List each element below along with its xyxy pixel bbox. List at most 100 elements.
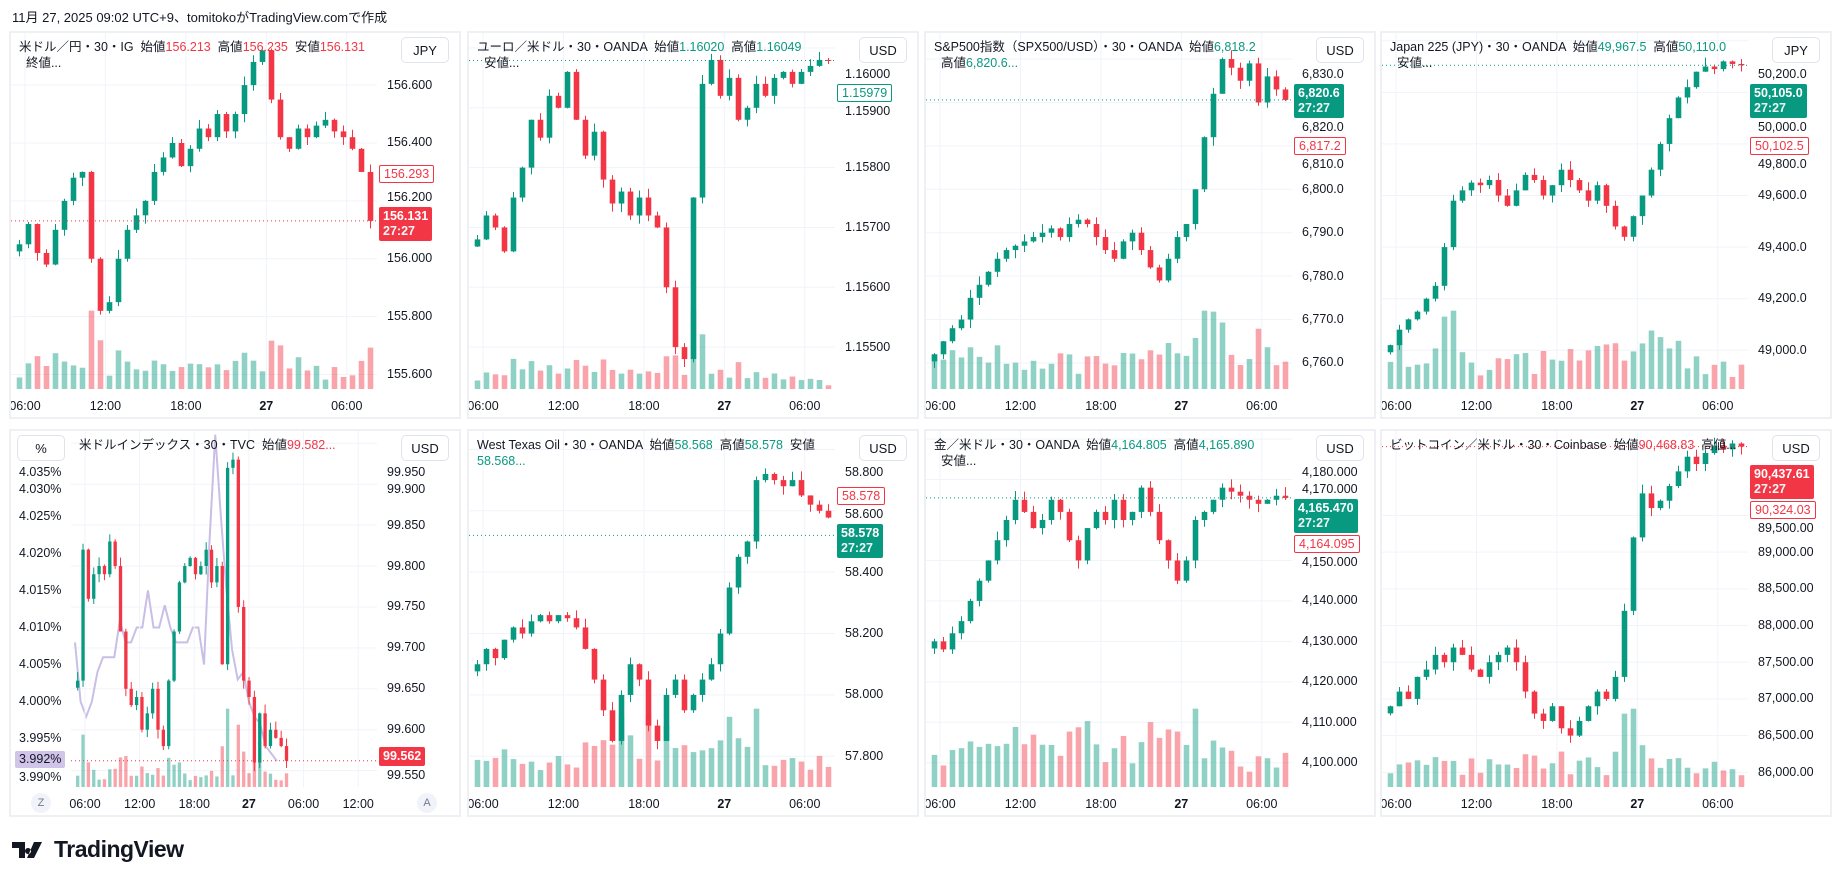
symbol-legend[interactable]: S&P500指数（SPX500/USD）・30・OANDA 始値 6,818.2 … (934, 39, 1284, 71)
legend-segment: 156.131 (319, 40, 366, 54)
symbol-legend[interactable]: 金／米ドル・30・OANDA 始値 4,164.805 高値 4,165.890 安… (934, 437, 1284, 469)
auto-scale-left-button[interactable]: Z (31, 793, 51, 813)
volume-bar (187, 363, 194, 389)
volume-bar (1192, 708, 1199, 787)
volume-bar (61, 361, 68, 389)
volume-bar (771, 765, 778, 787)
price-chart[interactable] (926, 431, 1374, 815)
symbol-legend[interactable]: 米ドルインデックス・30・TVC 始値 99.582... (79, 437, 336, 453)
price-chart[interactable] (469, 33, 917, 417)
candle (537, 113, 544, 141)
candle (681, 674, 688, 713)
last-price-value: 50,105.0 (1754, 86, 1803, 100)
candle (1603, 183, 1610, 213)
volume-bar (825, 766, 832, 787)
volume-bar (726, 716, 733, 787)
volume-bar (600, 359, 607, 389)
legend-segment: 安値 (287, 40, 320, 54)
symbol-legend[interactable]: ビットコイン／米ドル・30・Coinbase 始値 90,468.83 高値... (1390, 437, 1737, 453)
volume-bar (172, 764, 176, 787)
volume-bar (1102, 363, 1109, 389)
symbol-legend[interactable]: 米ドル／円・30・IG 始値 156.213 高値 156.235 安値 156.13… (19, 39, 369, 71)
candle (1039, 513, 1046, 535)
currency-button[interactable]: USD (401, 435, 449, 461)
price-chart[interactable] (11, 431, 459, 815)
volume-bar (967, 347, 974, 389)
y-axis-label: 58.400 (845, 564, 884, 579)
volume-bar (86, 762, 91, 787)
legend-segment: 高値 (1646, 40, 1679, 54)
candle (1396, 324, 1403, 350)
legend-segment: 安値 (782, 438, 815, 452)
candle (313, 121, 320, 139)
volume-bar (340, 377, 347, 389)
last-price-value: 90,437.61 (1754, 467, 1810, 481)
symbol-legend[interactable]: Japan 225 (JPY)・30・OANDA 始値 49,967.5 高値 50… (1390, 39, 1740, 71)
y-axis-label: 6,830.0 (1302, 67, 1344, 81)
prev-close-label: 90,324.03 (1750, 501, 1816, 519)
symbol-legend[interactable]: West Texas Oil・30・OANDA 始値 58.568 高値 58.57… (477, 437, 827, 469)
candle (1192, 189, 1199, 230)
candle (108, 534, 112, 578)
price-chart[interactable] (469, 431, 917, 815)
candle (798, 68, 805, 85)
volume-bar (564, 368, 571, 389)
volume-bar (519, 369, 526, 389)
candle (940, 340, 947, 360)
last-price-value: 156.131 (383, 209, 429, 224)
candle (1639, 195, 1646, 225)
currency-button[interactable]: JPY (1772, 37, 1820, 63)
volume-bar (994, 746, 1001, 787)
volume-bar (1684, 767, 1691, 787)
candle (798, 471, 805, 498)
price-chart[interactable] (11, 33, 459, 417)
currency-button[interactable]: JPY (401, 37, 449, 63)
volume-bar (1030, 734, 1037, 787)
candle (1594, 181, 1601, 205)
candle (483, 648, 490, 671)
x-axis-label: 12:00 (124, 797, 156, 811)
volume-bar (1657, 767, 1664, 787)
volume-bar (277, 345, 284, 389)
currency-button[interactable]: USD (1316, 37, 1364, 63)
currency-button[interactable]: USD (1316, 435, 1364, 461)
percent-scale-button[interactable]: % (17, 435, 65, 461)
auto-scale-right-button[interactable]: A (417, 793, 437, 813)
prev-close-label: 1.15979 (837, 84, 893, 102)
left-axis-label: 4.015% (19, 582, 62, 597)
x-axis-label: 06:00 (789, 797, 821, 811)
tradingview-logo[interactable]: TradingView (12, 836, 184, 863)
candle (196, 120, 203, 152)
volume-bar (474, 759, 481, 787)
tradingview-logo-text: TradingView (54, 836, 184, 862)
candle (636, 663, 643, 687)
price-chart[interactable] (1382, 33, 1830, 417)
legend-segment: 49,967.5 (1597, 40, 1647, 54)
volume-bar (214, 364, 221, 389)
legend-segment: 99.582... (286, 438, 336, 452)
legend-segment: 高値... (1694, 438, 1737, 452)
currency-button[interactable]: USD (859, 37, 907, 63)
volume-bar (1228, 750, 1235, 787)
volume-bar (286, 368, 293, 389)
volume-bar (1111, 748, 1118, 787)
left-axis-label: 4.010% (19, 620, 62, 635)
y-axis-label: 88,000.00 (1758, 618, 1814, 632)
volume-bar (1666, 758, 1673, 787)
x-axis-label: 06:00 (924, 399, 956, 413)
price-chart[interactable] (926, 33, 1374, 417)
volume-bar (1021, 369, 1028, 389)
volume-bar (1165, 729, 1172, 787)
price-chart[interactable] (1382, 431, 1830, 815)
prev-close-label: 58.578 (837, 486, 886, 505)
currency-button[interactable]: USD (859, 435, 907, 461)
y-axis-label: 99.600 (387, 722, 426, 737)
volume-bar (483, 760, 490, 787)
symbol-legend[interactable]: ユーロ／米ドル・30・OANDA 始値 1.16020 高値 1.16049 安値.… (477, 39, 827, 71)
volume-bar (115, 350, 122, 389)
currency-button[interactable]: USD (1772, 435, 1820, 461)
volume-bar (1057, 353, 1064, 389)
y-axis-label: 99.850 (387, 517, 426, 532)
chart-panel: 155.600 155.800 156.000 156.200 156.400 156.6… (9, 31, 461, 419)
candle (1201, 510, 1208, 527)
